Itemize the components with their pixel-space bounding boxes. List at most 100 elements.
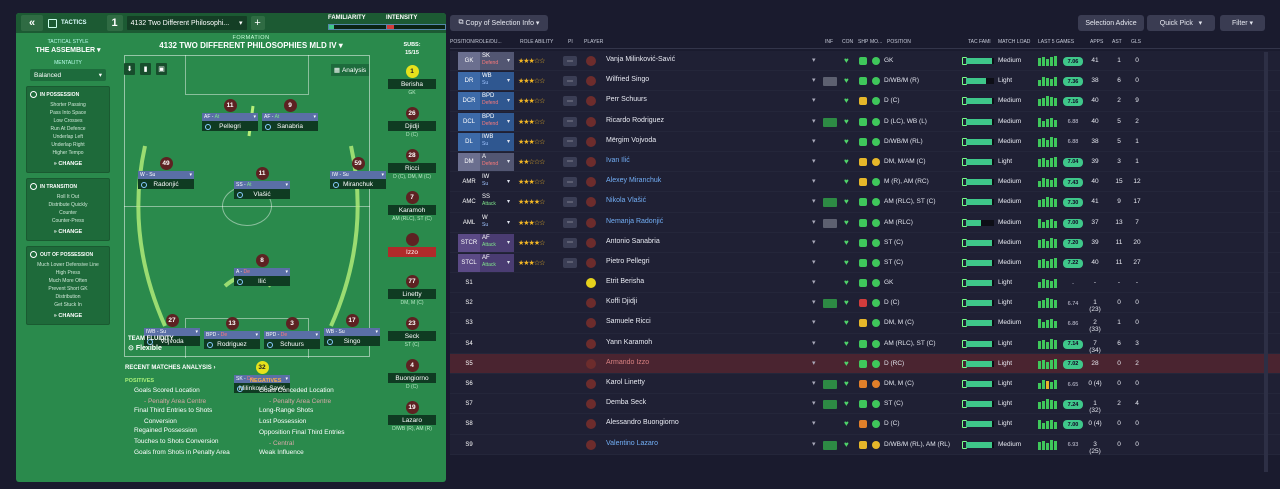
role-select[interactable]: SS Attack bbox=[482, 194, 496, 208]
selection-advice-button[interactable]: Selection Advice bbox=[1078, 15, 1144, 31]
player-instructions-icon[interactable]: ⋯ bbox=[563, 156, 577, 167]
player-name[interactable]: Etrit Berisha bbox=[606, 278, 645, 286]
role-select[interactable] bbox=[480, 274, 514, 292]
chevron-down-icon[interactable]: ▾ bbox=[812, 178, 816, 186]
tactical-style-select[interactable]: THE ASSEMBLER ▾ bbox=[35, 47, 101, 54]
role-select[interactable] bbox=[480, 415, 514, 433]
table-row[interactable]: AMR IW Su ▾ ★★★☆☆ ⋯ Alexey Miranchuk ▾ ♥ M (R), A… bbox=[450, 172, 1280, 193]
pitch-player[interactable]: 27 IWB - Su ▾ Vojvoda bbox=[144, 314, 200, 346]
player-role[interactable]: BPD - De ▾ bbox=[264, 331, 320, 339]
role-select[interactable]: WB Su bbox=[480, 72, 514, 91]
chevron-down-icon[interactable]: ▾ bbox=[812, 359, 816, 367]
player-name[interactable]: Nemanja Radonjić bbox=[606, 217, 664, 225]
player-role[interactable]: SK - De ▾ bbox=[234, 375, 290, 383]
table-row[interactable]: DCL BPD Defend ▾ ★★★☆☆ ⋯ Ricardo Rodriguez ▾ ♥ D … bbox=[450, 111, 1280, 132]
player-instructions-icon[interactable]: ⋯ bbox=[563, 257, 577, 268]
player-name[interactable]: Perr Schuurs bbox=[606, 96, 647, 104]
player-name[interactable]: Alexey Miranchuk bbox=[606, 177, 662, 185]
column-header[interactable]: ROLE ABILITY bbox=[520, 39, 554, 45]
player-instructions-icon[interactable]: ⋯ bbox=[563, 116, 577, 127]
pitch-player[interactable]: 11 SS - At ▾ Vlašić bbox=[234, 167, 290, 199]
player-name[interactable]: Nikola Vlašić bbox=[606, 197, 647, 205]
chevron-down-icon[interactable]: ▾ bbox=[812, 440, 816, 448]
sub-player[interactable]: 4 Buongiorno D (C) bbox=[388, 359, 436, 390]
pitch-player[interactable]: 13 BPD - De ▾ Rodriguez bbox=[204, 317, 260, 349]
player-role[interactable]: BPD - De ▾ bbox=[204, 331, 260, 339]
player-instructions-icon[interactable]: ⋯ bbox=[563, 136, 577, 147]
sub-player[interactable]: 26 Djidji D (C) bbox=[388, 107, 436, 138]
role-select[interactable]: IW Su bbox=[482, 174, 490, 188]
player-instructions-icon[interactable]: ⋯ bbox=[563, 177, 577, 188]
column-header[interactable]: TAC FAMI bbox=[968, 39, 991, 45]
chevron-down-icon[interactable]: ▾ bbox=[812, 279, 816, 287]
sub-player[interactable]: 77 Linetty DM, M (C) bbox=[388, 275, 436, 306]
table-row[interactable]: S1 Etrit Berisha ▾ ♥ GK Light - - - - bbox=[450, 273, 1280, 294]
player-name[interactable]: Samuele Ricci bbox=[606, 318, 651, 326]
role-select[interactable]: W Su bbox=[482, 214, 489, 228]
sub-player[interactable]: 1 Berisha GK bbox=[388, 65, 436, 96]
chevron-down-icon[interactable]: ▾ bbox=[812, 97, 816, 105]
chevron-down-icon[interactable]: ▾ bbox=[812, 218, 816, 226]
player-role[interactable]: IW - Su ▾ bbox=[330, 171, 386, 179]
player-role[interactable]: AF - At ▾ bbox=[262, 113, 318, 121]
role-select[interactable]: AF Attack bbox=[480, 253, 514, 272]
table-row[interactable]: S9 Valentino Lazaro ▾ ♥ D/WB/M (RL), AM (RL)… bbox=[450, 434, 1280, 455]
sub-player[interactable]: 7 Karamoh AM (RLC), ST (C) bbox=[388, 191, 436, 222]
role-select[interactable] bbox=[480, 436, 514, 454]
player-name[interactable]: Karol Linetty bbox=[606, 379, 645, 386]
role-select[interactable] bbox=[480, 294, 514, 312]
pitch-player[interactable]: 11 AF - At ▾ Pellegri bbox=[202, 99, 258, 131]
column-header[interactable]: PLAYER bbox=[584, 39, 604, 45]
table-row[interactable]: S3 Samuele Ricci ▾ ♥ DM, M (C) Medium 6.86 2 (3… bbox=[450, 313, 1280, 334]
role-select[interactable] bbox=[480, 375, 514, 393]
filter-button[interactable]: Filter ▾ bbox=[1220, 15, 1265, 31]
chevron-down-icon[interactable]: ▾ bbox=[812, 420, 816, 428]
shirt-icon[interactable]: ▣ bbox=[156, 63, 167, 75]
column-header[interactable]: INF bbox=[825, 39, 834, 45]
chevron-down-icon[interactable]: ▾ bbox=[812, 339, 816, 347]
scrollbar[interactable] bbox=[1264, 52, 1268, 472]
pitch-player[interactable]: 32 SK - De ▾ Milinković-Savić bbox=[234, 361, 290, 393]
sub-player[interactable]: 28 Ricci D (C), DM, M (C) bbox=[388, 149, 436, 180]
table-row[interactable]: GK SK Defend ▾ ★★★☆☆ ⋯ Vanja Milinković-Savić ▾… bbox=[450, 51, 1280, 72]
analysis-button[interactable]: ▦ Analysis bbox=[331, 64, 369, 76]
player-instructions-icon[interactable]: ⋯ bbox=[563, 197, 577, 208]
role-select[interactable]: BPD Defend bbox=[480, 92, 514, 111]
table-row[interactable]: DM A Defend ▾ ★★☆☆☆ ⋯ Ivan Ilić ▾ ♥ DM, M/AM (C) L… bbox=[450, 151, 1280, 173]
formation-view-icon[interactable]: ⬇ bbox=[124, 63, 135, 75]
role-select[interactable] bbox=[480, 355, 514, 373]
chevron-down-icon[interactable]: ▾ bbox=[812, 258, 816, 266]
player-name[interactable]: Pietro Pellegri bbox=[606, 257, 650, 265]
chevron-down-icon[interactable]: ▾ bbox=[812, 319, 816, 327]
role-select[interactable] bbox=[480, 395, 514, 413]
pitch-player[interactable]: 3 BPD - De ▾ Schuurs bbox=[264, 317, 320, 349]
column-header[interactable]: LAST 5 GAMES bbox=[1038, 39, 1075, 45]
player-name[interactable]: Ivan Ilić bbox=[606, 156, 630, 164]
player-name[interactable]: Demba Seck bbox=[606, 399, 647, 407]
role-select[interactable]: SK Defend bbox=[480, 52, 514, 70]
role-select[interactable]: AF Attack bbox=[480, 233, 514, 252]
player-role[interactable]: AF - At ▾ bbox=[202, 113, 258, 121]
table-row[interactable]: DL IWB Su ▾ ★★★☆☆ ⋯ Mërgim Vojvoda ▾ ♥ D/WB/M (RL… bbox=[450, 131, 1280, 152]
chevron-down-icon[interactable]: ▾ bbox=[812, 198, 816, 206]
sub-player[interactable]: Izzo bbox=[388, 233, 436, 258]
player-instructions-icon[interactable]: ⋯ bbox=[563, 96, 577, 107]
column-header[interactable]: APPS bbox=[1090, 39, 1104, 45]
player-role[interactable]: SS - At ▾ bbox=[234, 181, 290, 189]
table-row[interactable]: S7 Demba Seck ▾ ♥ ST (C) Light 7.24 1 (32) 2 4 bbox=[450, 394, 1280, 415]
table-row[interactable]: DR WB Su ▾ ★★★☆☆ ⋯ Wilfried Singo ▾ ♥ D/WB/M (R) L… bbox=[450, 71, 1280, 92]
copy-selection-info-button[interactable]: ⧉ Copy of Selection Info ▾ bbox=[450, 15, 548, 31]
player-instructions-icon[interactable]: ⋯ bbox=[563, 237, 577, 248]
player-role[interactable]: IWB - Su ▾ bbox=[144, 328, 200, 336]
player-name[interactable]: Alessandro Buongiorno bbox=[606, 419, 679, 427]
sub-player[interactable]: 19 Lazaro D/WB (R), AM (R) bbox=[388, 401, 436, 432]
column-header[interactable]: POSITION bbox=[887, 39, 911, 45]
column-header[interactable]: SHP bbox=[858, 39, 869, 45]
sub-player[interactable]: 23 Seck ST (C) bbox=[388, 317, 436, 348]
quick-pick-button[interactable]: Quick Pick ▾ bbox=[1147, 15, 1215, 31]
role-select[interactable]: BPD Defend bbox=[480, 112, 514, 131]
chevron-down-icon[interactable]: ▾ bbox=[812, 299, 816, 307]
table-row[interactable]: S2 Koffi Djidji ▾ ♥ D (C) Light 6.74 1 (23) 0 0 bbox=[450, 293, 1280, 314]
player-name[interactable]: Wilfried Singo bbox=[606, 76, 650, 84]
player-instructions-icon[interactable]: ⋯ bbox=[563, 217, 577, 228]
